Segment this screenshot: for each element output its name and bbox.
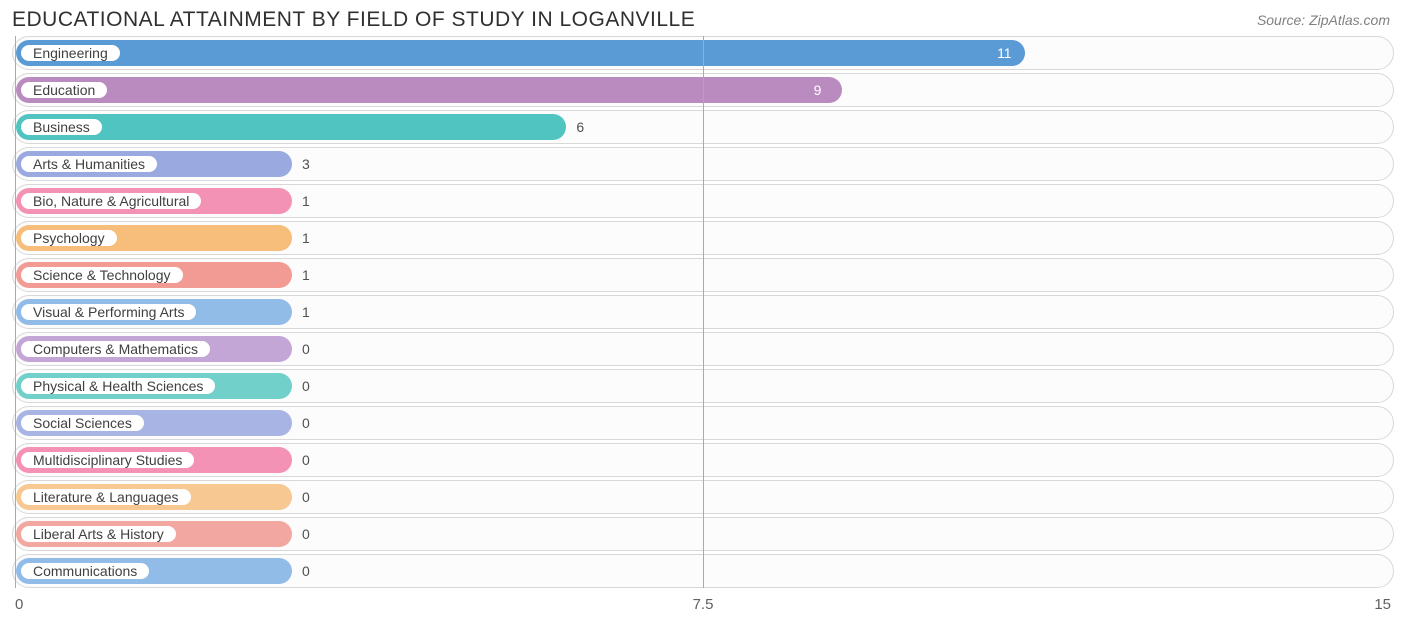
bar-value: 0 bbox=[302, 452, 310, 468]
bar-row: Multidisciplinary Studies 0 bbox=[12, 443, 1394, 477]
bar-label: Bio, Nature & Agricultural bbox=[19, 191, 203, 211]
bar-value: 0 bbox=[302, 563, 310, 579]
bar-value: 0 bbox=[302, 378, 310, 394]
bar-row: Psychology 1 bbox=[12, 221, 1394, 255]
bar-value: 1 bbox=[302, 304, 310, 320]
bar-label: Physical & Health Sciences bbox=[19, 376, 217, 396]
bar-label: Psychology bbox=[19, 228, 119, 248]
bar-label: Business bbox=[19, 117, 104, 137]
bar-row: Computers & Mathematics 0 bbox=[12, 332, 1394, 366]
bars-container: Engineering11Education9Business6Arts & H… bbox=[12, 36, 1394, 588]
bar-row: Science & Technology 1 bbox=[12, 258, 1394, 292]
bar-value: 0 bbox=[302, 341, 310, 357]
bar-row: Social Sciences 0 bbox=[12, 406, 1394, 440]
bar-label: Liberal Arts & History bbox=[19, 524, 178, 544]
bar-label: Engineering bbox=[19, 43, 122, 63]
bar-label: Social Sciences bbox=[19, 413, 146, 433]
bar-value: 6 bbox=[576, 119, 584, 135]
bar-row: Communications 0 bbox=[12, 554, 1394, 588]
bar-row: Physical & Health Sciences 0 bbox=[12, 369, 1394, 403]
chart-header: EDUCATIONAL ATTAINMENT BY FIELD OF STUDY… bbox=[0, 0, 1406, 36]
bar-value: 1 bbox=[302, 230, 310, 246]
bar-label: Science & Technology bbox=[19, 265, 185, 285]
bar-label: Multidisciplinary Studies bbox=[19, 450, 196, 470]
bar-value: 0 bbox=[302, 526, 310, 542]
chart-title: EDUCATIONAL ATTAINMENT BY FIELD OF STUDY… bbox=[12, 8, 695, 32]
bar-row: Bio, Nature & Agricultural 1 bbox=[12, 184, 1394, 218]
bar-value: 9 bbox=[814, 82, 822, 98]
x-tick: 15 bbox=[1374, 596, 1391, 613]
bar-value: 1 bbox=[302, 267, 310, 283]
bar-value: 3 bbox=[302, 156, 310, 172]
bar-label: Computers & Mathematics bbox=[19, 339, 212, 359]
bar-label: Education bbox=[19, 80, 109, 100]
bar-row: Literature & Languages 0 bbox=[12, 480, 1394, 514]
x-tick: 7.5 bbox=[693, 596, 714, 613]
x-axis: 0 7.5 15 bbox=[12, 592, 1394, 620]
bar-label: Communications bbox=[19, 561, 151, 581]
bar-row: Business 6 bbox=[12, 110, 1394, 144]
bar-value: 1 bbox=[302, 193, 310, 209]
bar-label: Visual & Performing Arts bbox=[19, 302, 198, 322]
bar-label: Arts & Humanities bbox=[19, 154, 159, 174]
bar-row: Engineering 11 bbox=[12, 36, 1394, 70]
bar-fill bbox=[16, 77, 842, 103]
bar-value: 11 bbox=[997, 45, 1012, 61]
x-tick: 0 bbox=[15, 596, 23, 613]
bar-label: Literature & Languages bbox=[19, 487, 193, 507]
bar-value: 0 bbox=[302, 415, 310, 431]
chart-area: Engineering11Education9Business6Arts & H… bbox=[0, 36, 1406, 620]
bar-row: Liberal Arts & History 0 bbox=[12, 517, 1394, 551]
bar-fill bbox=[16, 40, 1025, 66]
bar-row: Arts & Humanities 3 bbox=[12, 147, 1394, 181]
bar-row: Visual & Performing Arts 1 bbox=[12, 295, 1394, 329]
chart-source: Source: ZipAtlas.com bbox=[1257, 8, 1390, 28]
bar-row: Education 9 bbox=[12, 73, 1394, 107]
bar-value: 0 bbox=[302, 489, 310, 505]
